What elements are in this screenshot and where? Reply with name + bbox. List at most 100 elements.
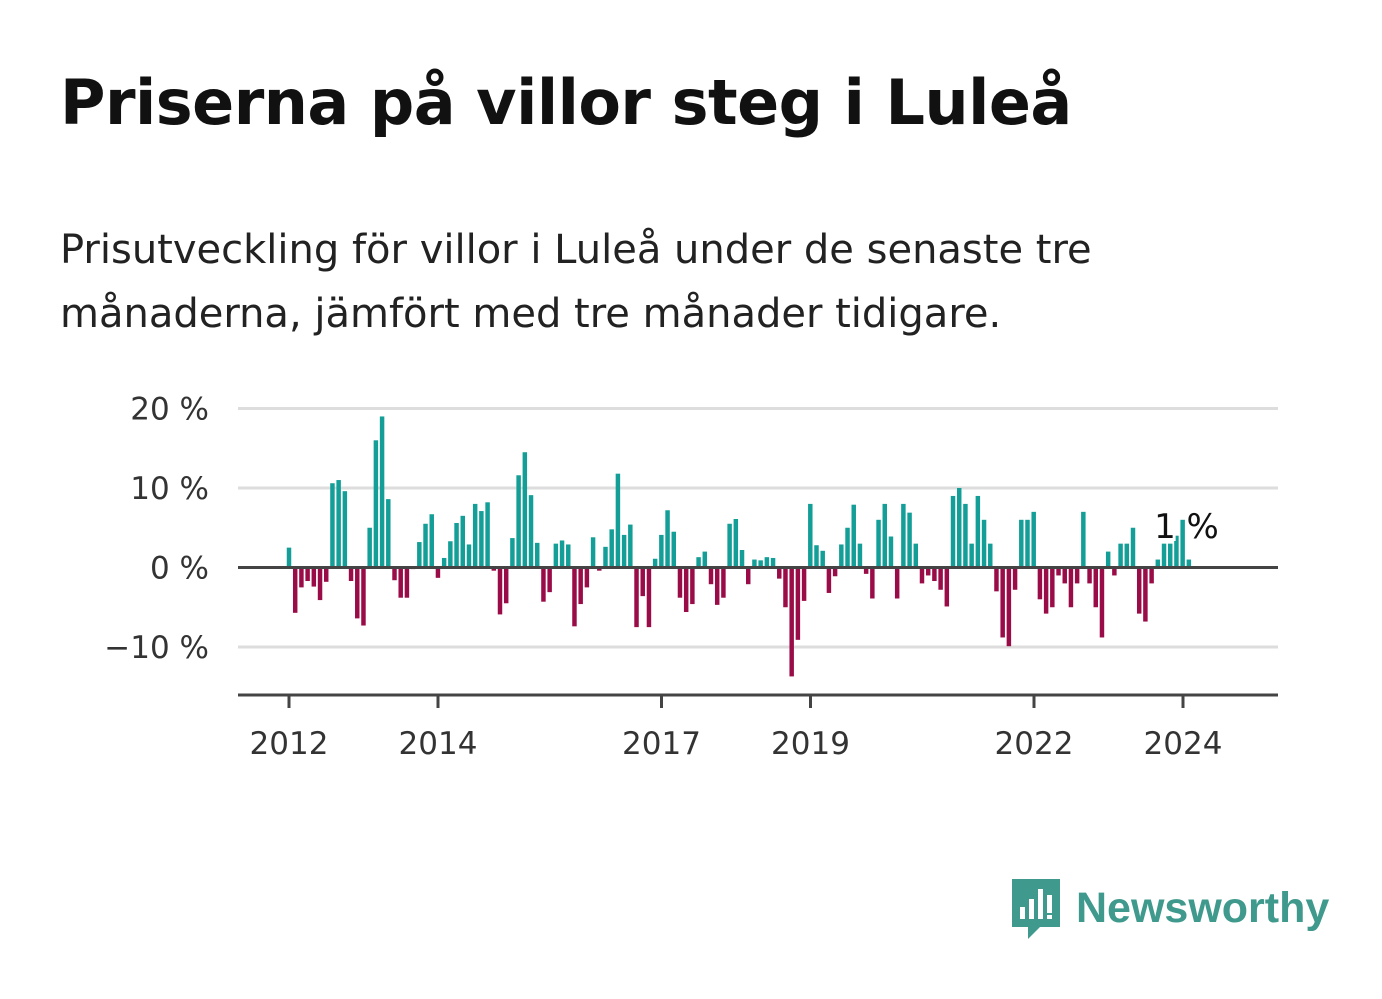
bar (981, 519, 987, 568)
bar (994, 567, 999, 592)
bar (938, 567, 943, 590)
bar (1174, 535, 1179, 568)
bar (770, 557, 776, 568)
bar (665, 510, 670, 568)
bar (603, 546, 608, 568)
bar (305, 567, 310, 582)
bar (801, 567, 807, 601)
bar (1025, 519, 1030, 568)
bar (752, 559, 757, 568)
bar (373, 440, 379, 568)
bar (1068, 567, 1074, 608)
bar (367, 527, 372, 568)
bar (1180, 519, 1185, 568)
bar (503, 567, 509, 604)
bar (1062, 567, 1067, 584)
bar (1105, 551, 1111, 568)
bar (1161, 543, 1167, 568)
bar (913, 543, 919, 568)
newsworthy-logo: Newsworthy (1010, 875, 1329, 941)
bar (758, 560, 763, 568)
bar (764, 557, 770, 568)
bar (566, 544, 571, 568)
bar (348, 567, 354, 582)
bar (516, 475, 521, 568)
bar (404, 567, 410, 598)
bar (355, 567, 360, 619)
bar (1143, 567, 1148, 622)
bar (317, 567, 323, 601)
bar (683, 567, 689, 613)
bar (671, 531, 676, 568)
bar (286, 547, 292, 568)
bar (379, 416, 385, 568)
bar (547, 567, 552, 593)
bar (466, 544, 472, 568)
bar (435, 567, 441, 578)
bar (429, 514, 434, 568)
bar (1087, 567, 1092, 584)
bar (963, 503, 968, 568)
bar (528, 495, 534, 568)
bar (1093, 567, 1098, 608)
bar (609, 529, 614, 568)
bar (1124, 543, 1130, 568)
bar (1019, 519, 1024, 568)
bar (739, 550, 745, 568)
brand-name: Newsworthy (1076, 883, 1330, 932)
bar (1168, 543, 1173, 568)
bar (894, 567, 900, 599)
bar (696, 557, 701, 568)
bar (839, 544, 844, 568)
bar (1155, 559, 1161, 568)
bar (932, 567, 937, 582)
bar (522, 452, 528, 568)
x-tick-label: 2019 (771, 726, 850, 762)
bar (876, 519, 881, 568)
bar (572, 567, 577, 627)
bar (485, 502, 490, 568)
bar (820, 550, 825, 568)
bar (795, 567, 801, 640)
bar (721, 567, 726, 598)
x-tick-label: 2012 (250, 726, 329, 762)
bar (640, 567, 645, 597)
bar (491, 567, 497, 571)
bar (448, 541, 453, 568)
bar (628, 524, 633, 568)
bar (944, 567, 950, 607)
bar (783, 567, 788, 608)
bar (882, 503, 887, 568)
bar-series (286, 416, 1192, 677)
y-tick-label: −10 % (104, 630, 209, 666)
x-tick-label: 2017 (622, 726, 701, 762)
bar (857, 543, 863, 568)
bar (919, 567, 925, 584)
bar (826, 567, 832, 593)
bar (870, 567, 875, 599)
y-tick-label: 10 % (130, 471, 209, 507)
bar (417, 542, 422, 568)
grid-lines (238, 407, 1278, 649)
bar (615, 473, 621, 568)
bar (553, 543, 559, 568)
bar (925, 567, 931, 576)
bar (808, 503, 813, 568)
bar (336, 480, 341, 568)
bar (292, 567, 298, 613)
latest-value-annotation: 1 % (1154, 507, 1219, 547)
bar (1050, 567, 1055, 608)
bar (901, 503, 906, 568)
bar (497, 567, 503, 615)
bar (479, 511, 484, 568)
bar (472, 503, 478, 568)
bar (690, 567, 695, 605)
bar (888, 536, 894, 568)
bar (814, 545, 819, 568)
bar (541, 567, 546, 602)
bar (454, 522, 459, 568)
bar (1043, 567, 1049, 614)
bar (652, 558, 658, 568)
bar (975, 495, 981, 568)
bar (1112, 567, 1117, 576)
